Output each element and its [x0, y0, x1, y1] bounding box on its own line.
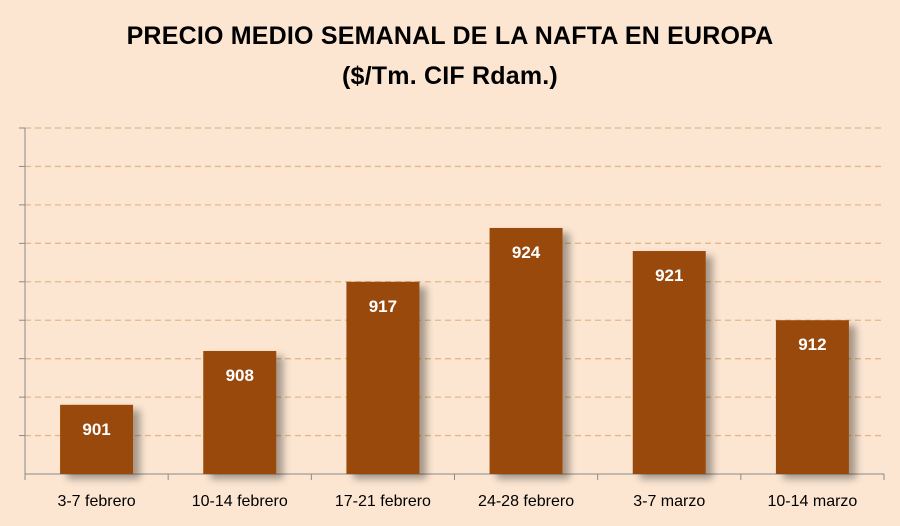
category-label: 17-21 febrero: [335, 493, 431, 510]
bar: [775, 320, 849, 474]
chart-title: PRECIO MEDIO SEMANAL DE LA NAFTA EN EURO…: [126, 22, 774, 50]
category-label: 3-7 marzo: [633, 493, 705, 510]
category-label: 10-14 febrero: [192, 493, 288, 510]
bar: [203, 350, 277, 474]
bar: [60, 404, 134, 474]
bar-value-label: 924: [512, 243, 541, 262]
chart-subtitle: ($/Tm. CIF Rdam.): [342, 62, 558, 90]
bar-value-label: 917: [369, 297, 397, 316]
category-label: 24-28 febrero: [478, 493, 574, 510]
category-label: 3-7 febrero: [57, 493, 135, 510]
category-label: 10-14 marzo: [768, 493, 858, 510]
bar-value-label: 901: [82, 420, 110, 439]
bar-value-label: 912: [798, 335, 826, 354]
bar-value-label: 908: [226, 366, 254, 385]
bar-value-label: 921: [655, 266, 683, 285]
bar: [346, 281, 420, 474]
bar: [489, 227, 563, 474]
bar: [632, 251, 706, 474]
